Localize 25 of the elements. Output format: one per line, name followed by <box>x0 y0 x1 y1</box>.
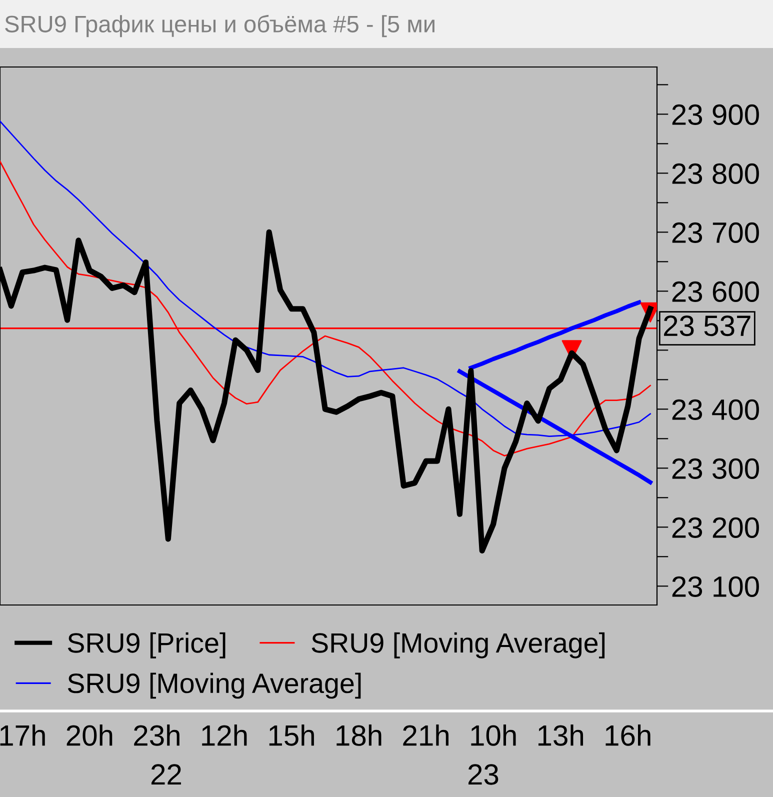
x-tick-label: 10h <box>471 724 516 746</box>
text: 23 <box>468 764 498 785</box>
y-tick-label: 23 600 <box>672 281 759 302</box>
y-tick-label: 23 400 <box>672 399 759 420</box>
y-tick-label: 23 800 <box>672 163 759 184</box>
ref-line-label: 23 537 <box>664 316 750 336</box>
x-tick-label: 20h <box>66 724 112 746</box>
x-tick-label: 13h <box>538 724 584 746</box>
x-tick-label: 21h <box>403 724 448 746</box>
y-tick-label: 23 100 <box>672 576 759 597</box>
x-tick-label: 16h <box>606 724 650 746</box>
legend-label: SRU9 [Moving Average] <box>68 672 361 699</box>
chart-title: SRU9 График цены и объёма #5 - [5 ми <box>5 14 434 38</box>
y-tick-label: 23 200 <box>672 517 759 538</box>
x-tick-label: 17h <box>0 724 45 746</box>
x-tick-label: 23h <box>134 724 180 746</box>
legend-label: SRU9 [Moving Average] <box>312 632 605 658</box>
x-tick-label: 12h <box>202 724 247 746</box>
x-tick-label: 15h <box>269 724 314 746</box>
x-tick-label: 18h <box>336 724 382 746</box>
y-tick-label: 23 700 <box>672 222 759 244</box>
y-tick-label: 23 900 <box>672 104 759 126</box>
legend-label: SRU9 [Price] <box>68 632 226 658</box>
y-tick-label: 23 300 <box>672 458 759 479</box>
text: 22 <box>151 764 181 785</box>
